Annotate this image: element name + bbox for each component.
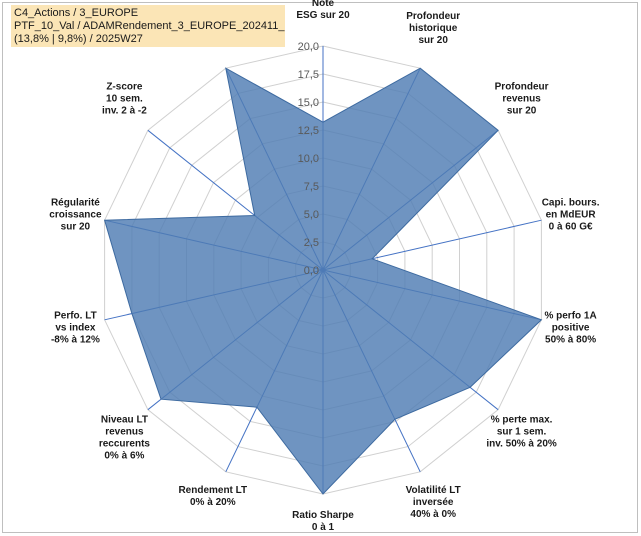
axis-label: Z-score 10 sem. inv. 2 à -2 [102, 82, 147, 117]
axis-label: Perfo. LT vs index -8% à 12% [51, 311, 100, 346]
axis-label: Capi. bours. en MdEUR 0 à 60 G€ [542, 198, 600, 233]
tick-label: 0,0 [304, 265, 319, 277]
info-line-2: PTF_10_Val / ADAMRendement_3_EUROPE_2024… [14, 20, 285, 32]
axis-label: Rendement LT 0% à 20% [178, 485, 247, 508]
portfolio-info-box: C4_Actions / 3_EUROPE PTF_10_Val / ADAMR… [11, 5, 285, 47]
tick-label: 15,0 [298, 97, 319, 109]
info-line-1: C4_Actions / 3_EUROPE [14, 7, 139, 19]
tick-label: 12,5 [298, 125, 319, 137]
axis-label: % perte max. sur 1 sem. inv. 50% à 20% [486, 414, 557, 449]
radar-axis-labels: Note ESG sur 20 Profondeur historique sur 20… [49, 0, 599, 533]
axis-label: Profondeur revenus sur 20 [495, 82, 549, 117]
tick-label: 7,5 [304, 181, 319, 193]
axis-label: % perfo 1A positive 50% à 80% [544, 311, 596, 346]
series-area [103, 67, 543, 495]
tick-label: 5,0 [304, 209, 319, 221]
tick-label: 2,5 [304, 237, 319, 249]
axis-label: Régularité croissance sur 20 [49, 198, 102, 233]
radar-tick-labels: 0,0 2,5 5,0 7,5 10,0 12,5 15,0 17,5 20,0 [298, 41, 319, 277]
axis-label: Niveau LT revenus reccurents 0% à 6% [99, 414, 151, 461]
info-line-3: (13,8% | 9,8%) / 2025W27 [14, 33, 143, 45]
tick-label: 10,0 [298, 153, 319, 165]
tick-label: 17,5 [298, 69, 319, 81]
axis-label: Volatilité LT inversée 40% à 0% [406, 485, 461, 520]
axis-label: Ratio Sharpe 0 à 1 [292, 510, 354, 533]
radar-series [103, 67, 543, 495]
axis-label: Profondeur historique sur 20 [406, 11, 460, 46]
tick-label: 20,0 [298, 41, 319, 53]
axis-label: Note ESG sur 20 [296, 0, 350, 21]
